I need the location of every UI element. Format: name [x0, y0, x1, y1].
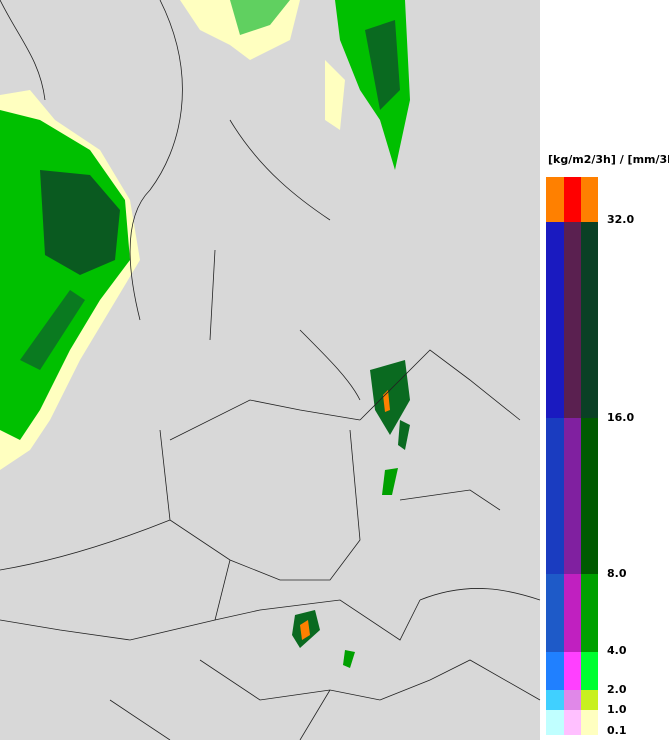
color-bar	[546, 177, 598, 735]
color-swatch	[581, 177, 598, 222]
legend-tick-label: 16.0	[607, 411, 634, 424]
color-swatch	[564, 418, 581, 574]
map-background	[0, 0, 540, 740]
precip-light	[325, 60, 345, 130]
color-swatch	[564, 177, 581, 222]
precip-heavy	[370, 360, 410, 435]
precip-heavy	[20, 290, 85, 370]
color-swatch	[564, 222, 581, 418]
color-swatch	[546, 574, 564, 652]
precip-moderate	[382, 468, 398, 495]
legend-tick-label: 0.1	[607, 724, 627, 737]
color-swatch	[581, 418, 598, 574]
legend: [kg/m2/3h] / [mm/3h] 32.0 16.0	[546, 153, 669, 737]
precip-moderate	[230, 0, 290, 35]
color-swatch	[564, 652, 581, 690]
precip-extreme	[300, 620, 310, 640]
legend-tick-label: 32.0	[607, 213, 634, 226]
color-swatch	[546, 652, 564, 690]
color-swatch	[546, 710, 564, 735]
legend-tick-label: 1.0	[607, 703, 627, 716]
legend-tick-label: 2.0	[607, 683, 627, 696]
color-swatch	[564, 574, 581, 652]
color-swatch	[546, 418, 564, 574]
precip-heavy	[40, 170, 120, 275]
color-swatch	[581, 652, 598, 690]
color-swatch	[564, 690, 581, 710]
map	[0, 0, 541, 740]
color-swatch	[546, 690, 564, 710]
color-swatch	[581, 710, 598, 735]
color-swatch	[581, 222, 598, 418]
precip-moderate	[343, 650, 355, 668]
color-swatch	[581, 574, 598, 652]
color-swatch	[581, 690, 598, 710]
color-swatch	[546, 222, 564, 418]
precip-heavy	[365, 20, 400, 110]
map-border	[0, 0, 541, 740]
legend-title: [kg/m2/3h] / [mm/3h]	[548, 153, 669, 166]
color-swatch	[564, 710, 581, 735]
legend-tick-label: 8.0	[607, 567, 627, 580]
color-swatch	[546, 177, 564, 222]
precip-heavy	[398, 420, 410, 450]
legend-tick-label: 4.0	[607, 644, 627, 657]
